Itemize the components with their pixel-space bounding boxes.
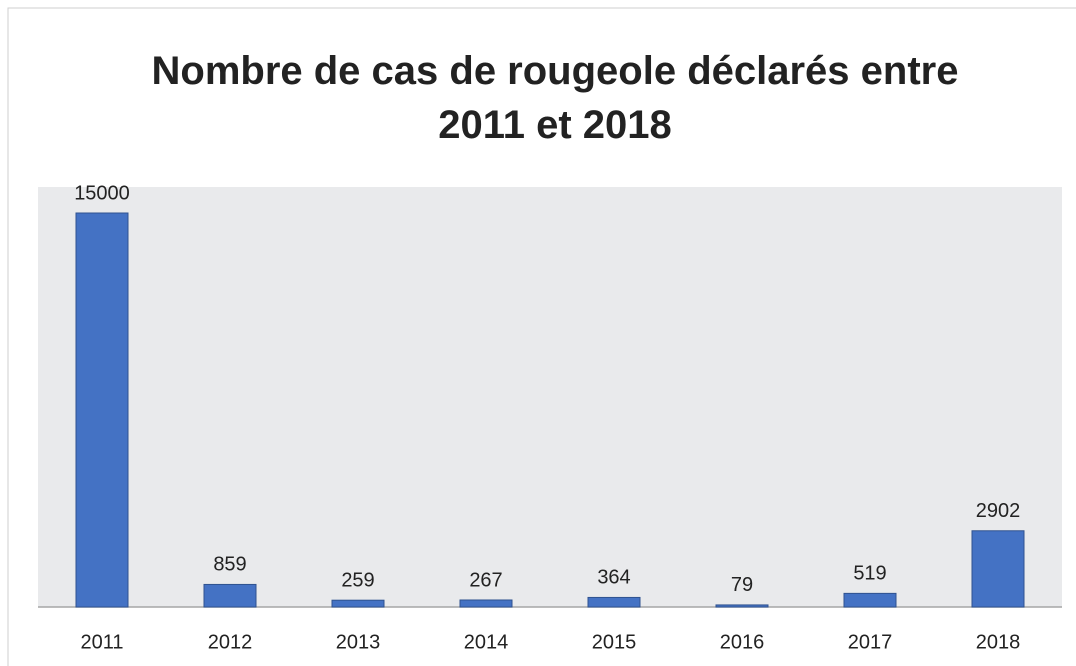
x-tick-label: 2013 bbox=[336, 631, 381, 653]
bar bbox=[75, 212, 129, 608]
bar bbox=[587, 596, 641, 608]
bar bbox=[203, 583, 257, 608]
x-tick-label: 2017 bbox=[848, 631, 893, 653]
data-label: 79 bbox=[731, 574, 753, 596]
x-tick-label: 2014 bbox=[464, 631, 509, 653]
chart-title: Nombre de cas de rougeole déclarés entre… bbox=[151, 49, 959, 147]
data-label: 364 bbox=[597, 567, 630, 589]
bar bbox=[459, 599, 513, 608]
data-label: 15000 bbox=[74, 182, 130, 204]
data-label: 267 bbox=[469, 569, 502, 591]
bar bbox=[331, 599, 385, 608]
chart-border bbox=[7, 7, 1076, 666]
x-tick-label: 2018 bbox=[976, 631, 1021, 653]
x-tick-label: 2011 bbox=[80, 631, 123, 653]
bar bbox=[715, 604, 769, 608]
data-label: 2902 bbox=[976, 500, 1021, 522]
data-label: 259 bbox=[341, 569, 374, 591]
bar bbox=[843, 592, 897, 608]
bar bbox=[971, 530, 1025, 608]
data-label: 519 bbox=[853, 563, 886, 585]
data-label: 859 bbox=[213, 554, 246, 576]
x-tick-label: 2016 bbox=[720, 631, 765, 653]
x-tick-label: 2012 bbox=[208, 631, 253, 653]
x-tick-label: 2015 bbox=[592, 631, 637, 653]
plot-area bbox=[38, 187, 1062, 607]
